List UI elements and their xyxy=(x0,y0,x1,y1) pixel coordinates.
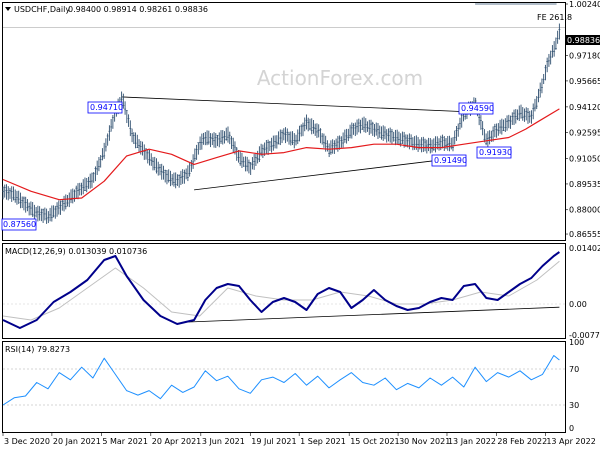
rsi-value: 79.8273 xyxy=(37,345,70,354)
ohlc-open: 0.98400 xyxy=(68,5,101,14)
rsi-y-tick-label: 30 xyxy=(569,401,579,410)
macd-label: MACD(12,26,9) xyxy=(5,247,66,256)
x-tick-label: 28 Feb 2022 xyxy=(497,437,547,446)
chart-header: USDCHF,Daily 0.98400 0.98914 0.98261 0.9… xyxy=(5,5,208,14)
watermark: ActionForex.com xyxy=(257,66,423,90)
macd-y-tick-label: 0.014027 xyxy=(569,244,600,253)
annotation-low-jan-2022: 0.91490 xyxy=(434,156,467,165)
annotation-high-2021: 0.94710 xyxy=(90,103,123,112)
macd-layer xyxy=(2,251,565,329)
price-trendline-0 xyxy=(122,96,476,113)
symbol-title: USDCHF,Daily xyxy=(14,5,70,14)
rsi-y-tick-label: 0 xyxy=(569,424,574,433)
fib-label: FE 261.8 xyxy=(537,13,572,22)
macd-line xyxy=(2,251,560,329)
x-tick-label: 13 Apr 2022 xyxy=(546,437,595,446)
rsi-y-tick-label: 70 xyxy=(569,365,579,374)
x-tick-label: 5 Mar 2021 xyxy=(102,437,148,446)
x-tick-label: 15 Oct 2021 xyxy=(350,437,399,446)
price-layer xyxy=(2,3,565,224)
x-tick-label: 3 Jun 2021 xyxy=(202,437,245,446)
symbol-label: USDCHF xyxy=(14,5,48,14)
rsi-layer xyxy=(2,355,565,406)
price-trendline-1 xyxy=(194,157,459,191)
interval-label: Daily xyxy=(50,5,71,14)
price-y-tick-label: 0.88000 xyxy=(569,206,600,215)
price-y-tick-label: 0.95665 xyxy=(569,77,600,86)
price-y-tick-label: 0.91050 xyxy=(569,154,600,163)
rsi-header: RSI(14) 79.8273 xyxy=(5,345,70,354)
price-y-tick-label: 0.94120 xyxy=(569,103,600,112)
annotation-low-feb-2022: 0.91930 xyxy=(479,148,512,157)
x-tick-label: 30 Nov 2021 xyxy=(399,437,450,446)
annotation-low-2021: 0.87560 xyxy=(3,220,36,229)
price-y-tick-label: 0.86555 xyxy=(569,230,600,239)
moving-average-line xyxy=(2,108,560,201)
ohlc-low: 0.98261 xyxy=(139,5,172,14)
ohlc-close: 0.98836 xyxy=(175,5,208,14)
rsi-panel-frame xyxy=(2,341,566,433)
macd-value: 0.013039 xyxy=(68,247,106,256)
x-tick-label: 13 Jan 2022 xyxy=(448,437,496,446)
x-tick-label: 19 Jul 2021 xyxy=(251,437,296,446)
x-tick-label: 3 Dec 2020 xyxy=(4,437,50,446)
rsi-line xyxy=(2,355,560,406)
dropdown-triangle-icon xyxy=(5,7,11,11)
last-price-tag: 0.98836 xyxy=(567,36,600,45)
ohlc-values: 0.98400 0.98914 0.98261 0.98836 xyxy=(68,5,208,14)
rsi-label: RSI(14) xyxy=(5,345,34,354)
x-tick-label: 20 Jan 2021 xyxy=(53,437,101,446)
macd-trendline xyxy=(188,306,560,323)
ohlc-high: 0.98914 xyxy=(104,5,137,14)
macd-y-tick-label: 0.00 xyxy=(569,300,587,309)
x-tick-label: 1 Sep 2021 xyxy=(300,437,346,446)
rsi-y-tick-label: 100 xyxy=(569,338,584,347)
price-y-tick-label: 0.89535 xyxy=(569,180,600,189)
macd-signal-line xyxy=(2,260,560,321)
macd-signal-value: 0.010736 xyxy=(109,247,147,256)
x-tick-label: 20 Apr 2021 xyxy=(152,437,201,446)
annotation-high-2022: 0.94590 xyxy=(461,104,494,113)
price-y-tick-label: 0.92595 xyxy=(569,129,600,138)
macd-panel-frame xyxy=(2,243,566,339)
price-y-tick-label: 1.00240 xyxy=(569,0,600,9)
price-annotations: 0.94710 0.87560 0.94590 0.91490 0.91930 … xyxy=(1,13,572,231)
price-y-tick-label: 0.97180 xyxy=(569,51,600,60)
price-panel-frame xyxy=(2,2,566,241)
macd-y-tick-label: -0.007702 xyxy=(569,331,600,340)
macd-header: MACD(12,26,9) 0.013039 0.010736 xyxy=(5,247,147,256)
